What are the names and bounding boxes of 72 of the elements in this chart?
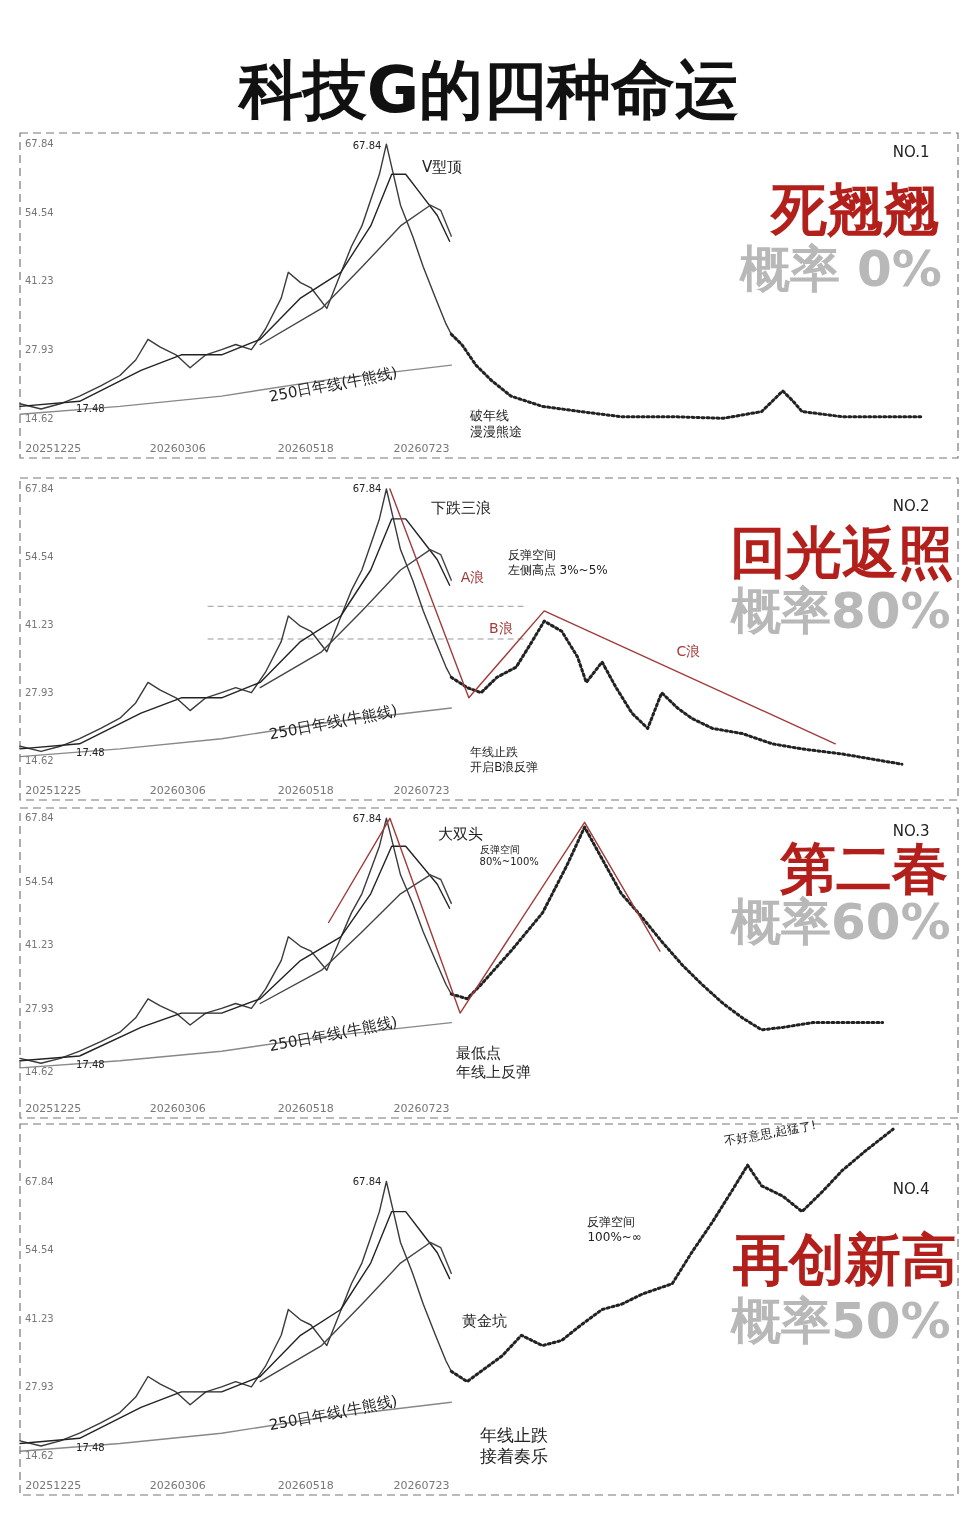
annotation: 17.48 <box>76 403 105 415</box>
x-tick-label: 20251225 <box>25 784 82 797</box>
y-tick-label: 14.62 <box>25 755 54 767</box>
y-tick-label: 27.93 <box>25 687 54 699</box>
annotation: 年线止跌接着奏乐 <box>479 1424 548 1466</box>
annotation: 概率 0% <box>737 240 942 299</box>
annotation: 67.84 <box>352 483 382 495</box>
annotation: 250日年线(牛熊线) <box>267 1391 399 1435</box>
annotation: 67.84 <box>352 1176 382 1188</box>
y-tick-label: 54.54 <box>25 1244 54 1256</box>
x-tick-label: 20260306 <box>149 1102 206 1115</box>
x-tick-label: 20260306 <box>149 784 206 797</box>
annotation: 17.48 <box>76 1059 105 1071</box>
y-tick-label: 41.23 <box>25 939 54 951</box>
chart-title: 科技G的四种命运 <box>236 53 740 127</box>
y-tick-label: 41.23 <box>25 1312 54 1324</box>
annotation: 17.48 <box>76 1441 105 1453</box>
x-tick-label: 20260306 <box>149 442 206 455</box>
y-tick-label: 54.54 <box>25 551 54 563</box>
x-tick-label: 20260518 <box>277 1102 334 1115</box>
annotation: A浪 <box>460 568 485 585</box>
x-tick-label: 20251225 <box>25 442 82 455</box>
annotation: 大双头 <box>438 824 484 843</box>
y-tick-label: 27.93 <box>25 1002 54 1014</box>
annotation: 250日年线(牛熊线) <box>267 700 399 744</box>
annotation: 17.48 <box>76 746 105 758</box>
annotation: 反弹空间100%~∞ <box>587 1214 642 1244</box>
y-tick-label: 54.54 <box>25 875 54 887</box>
annotation: 反弹空间左侧高点 3%~5% <box>507 547 608 577</box>
x-tick-label: 20260518 <box>277 784 334 797</box>
annotation: B浪 <box>489 620 513 637</box>
y-tick-label: 14.62 <box>25 412 54 424</box>
x-tick-label: 20260518 <box>277 442 334 455</box>
y-tick-label: 54.54 <box>25 206 54 218</box>
annotation: 年线止跌开启B浪反弹 <box>470 744 539 774</box>
annotation: 再创新高 <box>732 1227 958 1293</box>
y-tick-label: 14.62 <box>25 1449 54 1461</box>
annotation: NO.4 <box>892 1179 930 1198</box>
x-tick-label: 20260723 <box>393 442 450 455</box>
y-tick-label: 27.93 <box>25 1381 54 1393</box>
annotation: 250日年线(牛熊线) <box>267 363 399 406</box>
y-tick-label: 41.23 <box>25 275 54 287</box>
annotation: C浪 <box>676 642 701 659</box>
annotation: 250日年线(牛熊线) <box>267 1012 399 1056</box>
annotation: 反弹空间80%~100% <box>479 843 539 868</box>
annotation: 死翘翘 <box>768 177 939 243</box>
y-tick-label: 27.93 <box>25 344 54 356</box>
annotation: 破年线漫漫熊途 <box>469 407 523 439</box>
annotation: V型顶 <box>421 157 463 176</box>
x-tick-label: 20251225 <box>25 1102 82 1115</box>
y-tick-label: 67.84 <box>25 483 54 495</box>
annotation: NO.1 <box>892 143 930 161</box>
x-tick-label: 20251225 <box>25 1479 82 1492</box>
annotation: 最低点年线上反弹 <box>456 1043 532 1081</box>
annotation: 不好意思,起猛了! <box>723 1117 818 1148</box>
y-tick-label: 14.62 <box>25 1066 54 1078</box>
x-tick-label: 20260723 <box>393 784 450 797</box>
x-tick-label: 20260306 <box>149 1479 206 1492</box>
annotation: NO.3 <box>892 821 930 840</box>
y-tick-label: 67.84 <box>25 1175 54 1187</box>
annotation: 概率50% <box>728 1291 951 1350</box>
y-tick-label: 41.23 <box>25 619 54 631</box>
y-tick-label: 67.84 <box>25 812 54 824</box>
x-tick-label: 20260723 <box>393 1102 450 1115</box>
annotation: 下跌三浪 <box>430 499 491 518</box>
annotation: NO.2 <box>892 497 930 516</box>
y-tick-label: 67.84 <box>25 138 54 150</box>
x-tick-label: 20260518 <box>277 1479 334 1492</box>
annotation: 67.84 <box>352 140 382 151</box>
annotation: 67.84 <box>352 813 382 825</box>
annotation: 黄金坑 <box>461 1311 507 1330</box>
x-tick-label: 20260723 <box>393 1479 450 1492</box>
